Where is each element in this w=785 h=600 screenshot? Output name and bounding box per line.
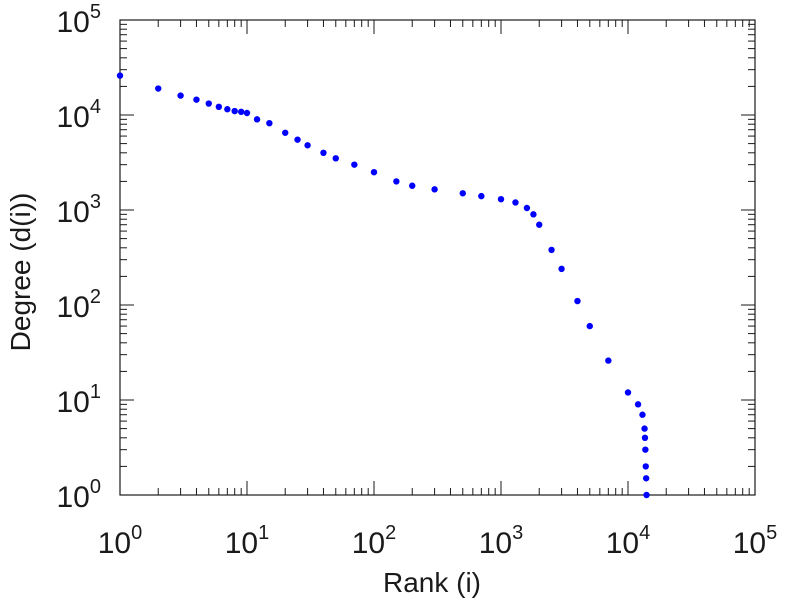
data-point	[642, 463, 649, 470]
data-point	[558, 265, 565, 273]
data-point	[116, 72, 124, 79]
data-point	[205, 100, 212, 107]
data-point	[512, 199, 519, 206]
data-point	[409, 182, 416, 189]
data-point	[624, 389, 632, 396]
x-tick-label: 105	[733, 522, 778, 560]
data-point	[243, 109, 251, 117]
plot-frame	[119, 19, 756, 496]
x-tick-label: 100	[98, 522, 143, 560]
data-point	[237, 108, 245, 116]
data-point	[266, 119, 273, 127]
plot-border	[119, 19, 756, 496]
data-point	[605, 357, 612, 364]
data-point	[634, 401, 642, 408]
y-tick-label: 100	[57, 476, 102, 514]
data-point	[643, 491, 650, 499]
data-point	[282, 129, 289, 136]
y-tick-label: 102	[57, 286, 102, 324]
x-tick-label: 104	[606, 522, 651, 560]
data-point	[586, 322, 593, 330]
x-tick-label: 101	[225, 522, 270, 560]
data-point	[393, 178, 400, 185]
y-tick-label: 101	[57, 381, 102, 419]
data-point	[478, 192, 485, 200]
data-point	[224, 106, 231, 113]
data-point	[351, 161, 358, 168]
data-point	[304, 142, 311, 149]
y-axis-label: Degree (d(i))	[5, 193, 36, 352]
data-point	[641, 434, 649, 441]
data-point	[497, 195, 505, 203]
data-point	[641, 425, 648, 432]
data-point	[642, 446, 649, 453]
data-point	[294, 136, 301, 143]
data-point	[231, 107, 238, 115]
tick-marks	[119, 19, 756, 496]
data-point	[193, 96, 200, 103]
data-point	[431, 186, 438, 193]
data-points	[116, 72, 650, 499]
y-tick-label: 103	[57, 191, 102, 229]
data-point	[253, 116, 261, 123]
data-point	[574, 297, 581, 305]
data-point	[370, 169, 378, 176]
data-point	[548, 246, 555, 254]
data-point	[459, 190, 466, 197]
data-point	[215, 103, 223, 111]
y-tick-label: 105	[57, 1, 102, 39]
x-tick-label: 103	[479, 522, 524, 560]
data-point	[642, 475, 650, 482]
data-point	[332, 155, 339, 162]
data-point	[320, 149, 327, 156]
data-point	[177, 92, 184, 99]
x-axis-label: Rank (i)	[383, 567, 481, 598]
data-point	[523, 204, 531, 212]
data-point	[530, 211, 537, 218]
data-point	[155, 85, 162, 92]
x-tick-label: 102	[352, 522, 397, 560]
data-point	[536, 221, 543, 228]
y-tick-label: 104	[57, 96, 102, 134]
data-point	[639, 411, 646, 418]
